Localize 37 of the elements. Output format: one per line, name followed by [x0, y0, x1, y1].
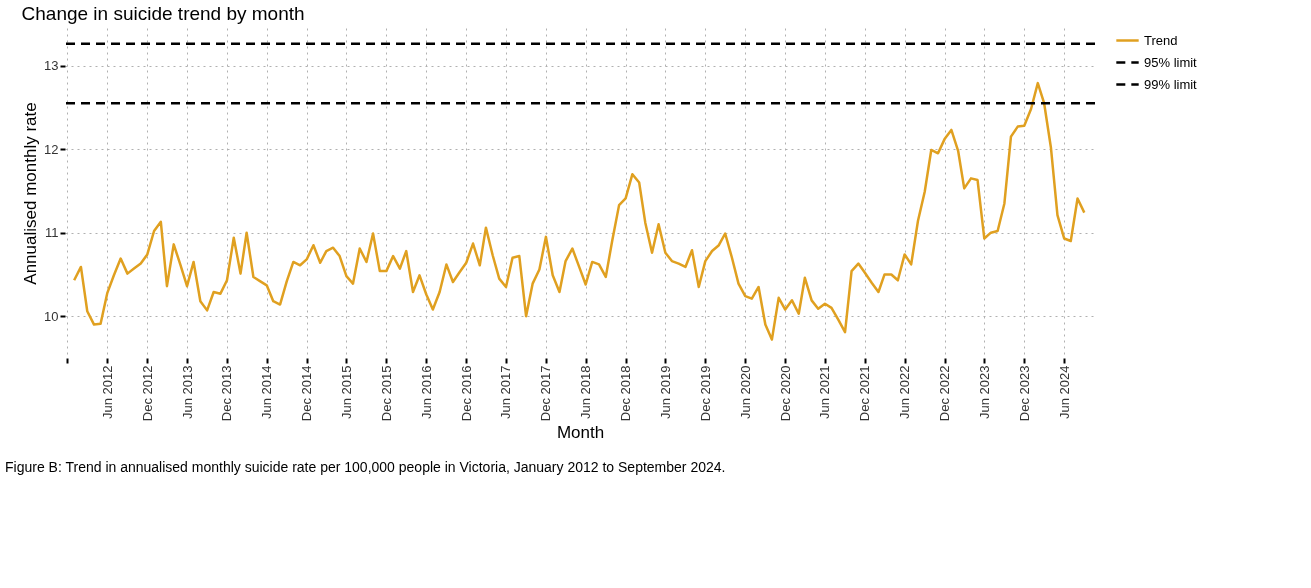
x-tick-label: Jun 2023 [976, 365, 992, 419]
x-tick-label: Dec 2022 [937, 365, 953, 422]
x-tick-label: Jun 2021 [817, 365, 833, 419]
x-tick-label: Jun 2016 [418, 365, 434, 419]
x-tick-label: Jun 2020 [737, 365, 753, 419]
x-tick-label: Jun 2012 [99, 365, 115, 419]
y-tick-label: 12 [44, 141, 59, 157]
x-tick-label: Dec 2018 [618, 365, 634, 422]
legend-label: 99% limit [1144, 76, 1198, 92]
legend-label: 95% limit [1144, 54, 1198, 70]
x-tick-label: Dec 2016 [458, 365, 474, 422]
x-tick-label: Dec 2015 [378, 365, 394, 422]
y-tick-label: 11 [45, 225, 59, 241]
text: Figure B: Trend in annualised monthly suicide rate per 100,000 people in Victoria, January 2012 to September 2024. [5, 459, 726, 475]
x-tick-label: Dec 2023 [1016, 365, 1032, 422]
y-tick-label: 13 [44, 58, 59, 74]
x-tick-label: Jun 2017 [498, 365, 514, 419]
x-tick-label: Jun 2018 [578, 365, 594, 419]
x-tick-label: Jun 2014 [259, 365, 275, 419]
x-tick-label: Jun 2013 [179, 365, 195, 419]
x-tick-label: Dec 2012 [139, 365, 155, 422]
x-tick-label: Jun 2024 [1056, 365, 1072, 419]
legend-label: Trend [1144, 32, 1178, 48]
y-axis-title: Annualised monthly rate [21, 102, 41, 285]
chart-title: Change in suicide trend by month [21, 3, 305, 24]
x-tick-label: Dec 2021 [857, 365, 873, 422]
x-tick-label: Jun 2022 [897, 365, 913, 419]
x-tick-label: Dec 2014 [299, 365, 315, 422]
x-tick-label: Jun 2015 [338, 365, 354, 419]
x-tick-label: Dec 2013 [219, 365, 235, 422]
x-axis-title: Month [556, 423, 605, 443]
y-tick-label: 10 [44, 308, 59, 324]
x-tick-label: Dec 2020 [777, 365, 793, 422]
x-tick-label: Dec 2019 [697, 365, 713, 422]
x-tick-label: Dec 2017 [538, 365, 554, 422]
line-series [72, 81, 1086, 341]
x-tick-label: Jun 2019 [657, 365, 673, 419]
